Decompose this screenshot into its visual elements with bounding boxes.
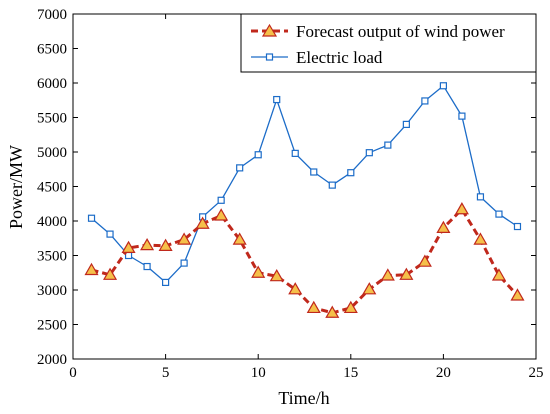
legend-label-load: Electric load: [296, 48, 383, 67]
wind-point: [121, 240, 136, 254]
x-tick-label: 15: [343, 365, 358, 381]
wind-point: [288, 282, 303, 295]
x-tick-label: 20: [436, 365, 451, 381]
load-point: [87, 214, 96, 222]
wind-point: [195, 216, 210, 229]
wind-point: [343, 300, 358, 314]
x-tick-label: 25: [529, 365, 544, 381]
load-point: [254, 151, 262, 159]
wind-point: [103, 267, 118, 280]
axis-layer: 0 5 10 15 20 25 2000 2500 3000 3500 4000 4500 5000 55…: [37, 7, 544, 381]
load-point: [180, 259, 188, 267]
x-axis-title: Time/h: [278, 388, 329, 408]
series-line-wind: [91, 207, 519, 315]
load-point: [365, 149, 373, 157]
y-tick-label: 4000: [37, 214, 67, 230]
load-point: [143, 262, 151, 271]
wind-point: [325, 305, 340, 318]
wind-point: [251, 265, 266, 278]
wind-point: [84, 262, 99, 276]
load-point: [458, 112, 466, 120]
wind-point: [158, 238, 173, 251]
wind-point: [362, 282, 377, 295]
y-tick-label: 5000: [37, 145, 67, 161]
y-tick-label: 4500: [37, 180, 67, 196]
y-tick-label: 3000: [37, 283, 67, 299]
wind-point: [473, 232, 488, 245]
load-point: [106, 230, 114, 238]
y-tick-label: 6500: [37, 42, 67, 58]
load-point: [439, 82, 447, 90]
legend-box: [240, 13, 537, 73]
wind-point: [380, 268, 395, 281]
y-tick-label: 5500: [37, 111, 67, 127]
load-point: [310, 168, 318, 176]
load-point: [402, 120, 410, 129]
legend: Forecast output of wind power Electric l…: [240, 13, 537, 73]
wind-point: [436, 220, 451, 233]
legend-marker-load: [265, 53, 274, 61]
load-point: [495, 210, 503, 218]
x-tick-label: 10: [251, 365, 266, 381]
wind-point: [417, 254, 432, 267]
series-layer: [84, 82, 525, 318]
y-tick-label: 2500: [37, 318, 67, 334]
wind-point: [399, 267, 414, 280]
wind-point: [232, 232, 247, 245]
load-point: [291, 149, 299, 157]
x-tick-label: 5: [162, 365, 170, 381]
wind-point: [214, 208, 229, 221]
legend-label-wind: Forecast output of wind power: [296, 22, 505, 41]
wind-point: [510, 288, 525, 301]
y-tick-label: 7000: [37, 7, 67, 23]
load-point: [476, 193, 485, 201]
wind-point: [306, 300, 321, 314]
wind-point: [269, 268, 284, 282]
load-point: [421, 97, 429, 105]
wind-point: [140, 237, 155, 251]
load-point: [217, 196, 225, 204]
wind-point: [491, 268, 506, 281]
load-point: [347, 169, 355, 177]
load-point: [384, 141, 392, 149]
load-point: [513, 222, 522, 231]
load-point: [236, 164, 244, 172]
load-point: [162, 278, 170, 287]
y-axis-title: Power/MW: [6, 145, 26, 229]
y-tick-label: 3500: [37, 249, 67, 265]
y-tick-label: 6000: [37, 76, 67, 92]
legend-marker-wind: [261, 23, 278, 37]
y-tick-label: 2000: [37, 352, 67, 368]
wind-point: [177, 232, 192, 245]
load-point: [273, 95, 281, 104]
x-tick-label: 0: [69, 365, 77, 381]
load-point: [328, 181, 336, 189]
wind-point: [454, 202, 469, 215]
